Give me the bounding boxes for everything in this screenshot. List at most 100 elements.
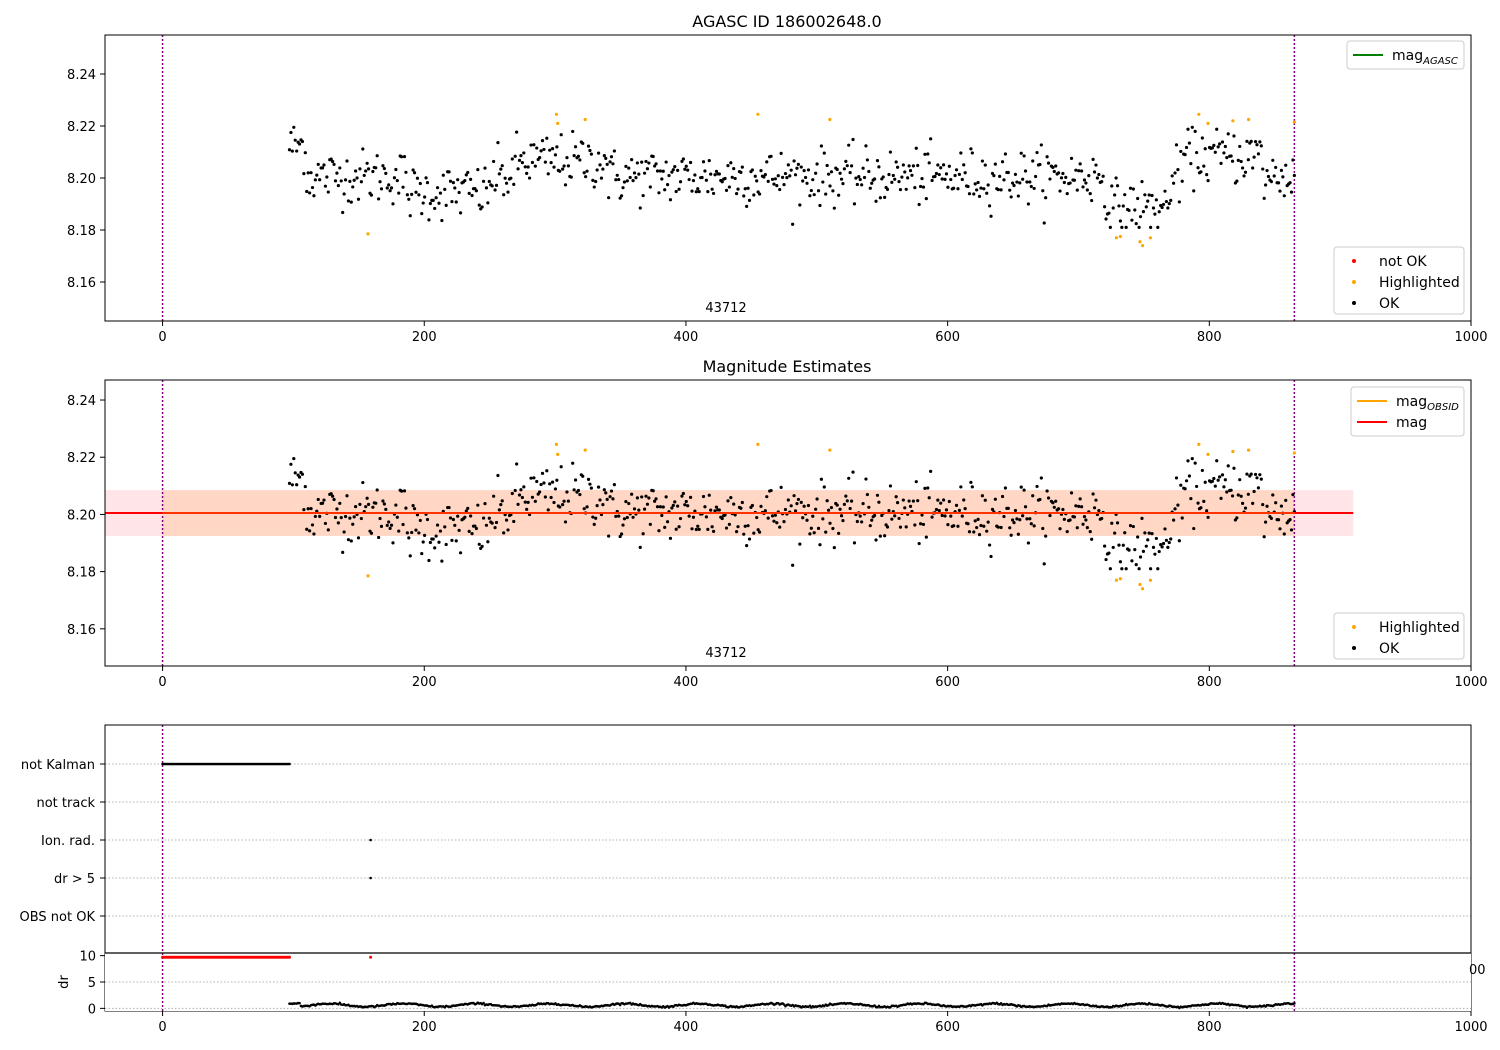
- magnitude-ok-point: [598, 498, 602, 502]
- agasc-ok-point: [775, 183, 779, 188]
- magnitude-ok-point: [1193, 461, 1197, 465]
- magnitude-ok-point: [923, 486, 927, 490]
- magnitude-ok-point: [369, 531, 374, 535]
- magnitude-ok-point: [407, 536, 411, 540]
- magnitude-ok-point: [1010, 518, 1015, 522]
- magnitude-ok-point: [897, 516, 901, 521]
- magnitude-ok-point: [1042, 562, 1046, 566]
- agasc-ok-point: [762, 175, 766, 179]
- agasc-ok-point: [673, 164, 677, 169]
- magnitude-ok-point: [377, 535, 381, 540]
- agasc-ok-point: [530, 160, 535, 165]
- agasc-ok-point: [655, 169, 660, 173]
- magnitude-ok-point: [563, 520, 568, 524]
- magnitude-ok-point: [384, 507, 388, 511]
- magnitude-ok-point: [571, 461, 575, 465]
- agasc-ok-point: [545, 136, 549, 140]
- magnitude-ok-point: [782, 520, 786, 524]
- magnitude-ok-point: [903, 506, 907, 510]
- agasc-highlighted-point: [1197, 112, 1201, 116]
- magnitude-highlighted-point: [1148, 578, 1153, 582]
- magnitude-ok-point: [947, 499, 951, 504]
- magnitude-ok-point: [453, 523, 457, 527]
- magnitude-ok-point: [308, 529, 312, 533]
- agasc-ok-point: [359, 180, 363, 184]
- agasc-ok-point: [849, 164, 854, 168]
- magnitude-ok-point: [607, 534, 611, 538]
- agasc-ok-point: [914, 146, 918, 150]
- magnitude-ok-point: [1029, 522, 1033, 526]
- agasc-ok-point: [538, 155, 542, 160]
- agasc-ok-point: [1042, 221, 1046, 225]
- magnitude-ok-point: [463, 515, 467, 519]
- magnitude-y-tick-label: 8.18: [67, 566, 96, 581]
- magnitude-ok-point: [944, 508, 949, 512]
- magnitude-ok-point: [408, 554, 412, 558]
- magnitude-ok-point: [883, 534, 887, 538]
- magnitude-ok-point: [792, 494, 796, 498]
- magnitude-legend-top-label: mag: [1396, 415, 1427, 431]
- magnitude-ok-point: [525, 507, 529, 511]
- agasc-ok-point: [1079, 169, 1084, 173]
- agasc-ok-point: [1103, 205, 1107, 209]
- magnitude-ok-point: [1265, 504, 1269, 508]
- agasc-ok-point: [975, 188, 979, 192]
- magnitude-ok-point: [1100, 516, 1104, 521]
- magnitude-ok-point: [895, 501, 900, 505]
- agasc-ok-point: [1124, 225, 1128, 229]
- agasc-ok-point: [402, 155, 407, 159]
- agasc-ok-point: [887, 172, 891, 177]
- agasc-ok-point: [867, 169, 871, 174]
- magnitude-ok-point: [1258, 473, 1262, 477]
- agasc-ok-point: [939, 166, 943, 170]
- agasc-ok-point: [724, 188, 729, 192]
- magnitude-chart-title: Magnitude Estimates: [703, 357, 872, 376]
- agasc-ok-point: [678, 180, 683, 184]
- magnitude-ok-point: [851, 470, 855, 474]
- magnitude-ok-point: [440, 559, 444, 563]
- magnitude-ok-point: [996, 525, 1000, 529]
- magnitude-ok-point: [756, 528, 760, 532]
- agasc-ok-point: [477, 203, 481, 207]
- magnitude-ok-point: [678, 516, 683, 521]
- agasc-ok-point: [966, 184, 970, 189]
- agasc-ok-point: [456, 178, 460, 182]
- agasc-ok-point: [759, 169, 763, 173]
- magnitude-ok-point: [812, 531, 816, 535]
- magnitude-ok-point: [1091, 492, 1095, 496]
- agasc-ok-point: [740, 165, 744, 169]
- agasc-ok-point: [525, 171, 529, 175]
- agasc-ok-point: [293, 138, 297, 142]
- magnitude-ok-point: [723, 513, 727, 517]
- agasc-ok-point: [831, 189, 835, 193]
- agasc-ok-point: [539, 149, 543, 153]
- agasc-ok-point: [1077, 169, 1081, 173]
- agasc-ok-point: [1281, 175, 1285, 179]
- magnitude-ok-point: [1110, 521, 1114, 525]
- agasc-ok-point: [826, 172, 831, 176]
- magnitude-ok-point: [1048, 513, 1052, 518]
- magnitude-ok-point: [617, 514, 621, 518]
- magnitude-ok-point: [602, 488, 606, 492]
- magnitude-ok-point: [908, 504, 913, 508]
- magnitude-ok-point: [821, 517, 825, 521]
- magnitude-ok-point: [819, 477, 823, 481]
- agasc-ok-point: [506, 190, 510, 194]
- agasc-ok-point: [515, 130, 519, 134]
- magnitude-ok-point: [1200, 468, 1204, 473]
- agasc-ok-point: [486, 201, 490, 205]
- agasc-ok-point: [1064, 175, 1068, 179]
- agasc-ok-point: [707, 159, 711, 163]
- agasc-ok-point: [644, 159, 648, 164]
- agasc-ok-point: [388, 189, 392, 193]
- agasc-ok-point: [953, 173, 957, 178]
- magnitude-ok-point: [496, 473, 500, 478]
- agasc-ok-point: [1266, 174, 1271, 179]
- magnitude-legend-top-box: [1350, 386, 1465, 437]
- magnitude-ok-point: [379, 524, 384, 528]
- magnitude-ok-point: [1019, 485, 1023, 489]
- magnitude-ok-point: [934, 507, 939, 512]
- magnitude-ok-point: [352, 515, 356, 519]
- agasc-ok-point: [765, 160, 769, 164]
- agasc-ok-point: [421, 201, 425, 205]
